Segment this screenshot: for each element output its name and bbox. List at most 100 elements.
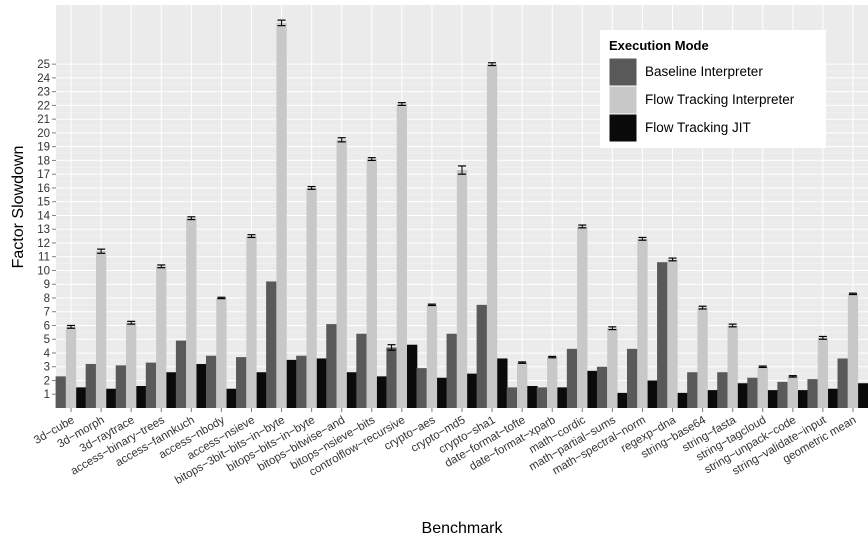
bar-flow-tracking-interpreter — [516, 362, 528, 408]
bar-baseline-interpreter — [687, 372, 698, 408]
y-tick-label: 17 — [37, 169, 50, 181]
bar-flow-tracking-jit — [617, 392, 628, 408]
bar-flow-tracking-interpreter — [577, 226, 588, 408]
bar-flow-tracking-interpreter — [396, 104, 408, 409]
bar-baseline-interpreter — [626, 348, 638, 408]
y-axis-title: Factor Slowdown — [10, 146, 27, 269]
bar-flow-tracking-jit — [76, 387, 87, 408]
bar-baseline-interpreter — [506, 387, 517, 408]
bar-flow-tracking-jit — [707, 390, 719, 408]
bar-baseline-interpreter — [145, 362, 157, 408]
legend-label: Flow Tracking Interpreter — [645, 92, 795, 107]
bar-baseline-interpreter — [356, 333, 367, 408]
bar-baseline-interpreter — [115, 365, 127, 408]
legend-label: Baseline Interpreter — [645, 64, 763, 79]
bar-baseline-interpreter — [175, 340, 187, 408]
bar-flow-tracking-jit — [858, 383, 868, 408]
legend-swatch — [608, 57, 638, 87]
bar-baseline-interpreter — [236, 357, 247, 408]
bar-flow-tracking-jit — [226, 388, 237, 408]
bar-flow-tracking-interpreter — [276, 22, 287, 408]
legend-background — [600, 30, 826, 148]
y-tick-label: 19 — [37, 142, 50, 154]
bar-flow-tracking-jit — [557, 387, 568, 408]
bar-flow-tracking-jit — [256, 372, 267, 408]
bar-flow-tracking-interpreter — [697, 307, 708, 408]
bar-flow-tracking-jit — [316, 358, 328, 408]
bar-flow-tracking-jit — [828, 388, 839, 408]
bar-flow-tracking-jit — [407, 344, 418, 408]
bar-baseline-interpreter — [205, 355, 217, 408]
legend: Execution Mode Baseline Interpreter Flow … — [600, 30, 826, 148]
y-tick-label: 13 — [37, 224, 50, 236]
bar-baseline-interpreter — [326, 324, 337, 408]
bar-baseline-interpreter — [596, 366, 608, 408]
bar-baseline-interpreter — [747, 377, 758, 408]
bar-baseline-interpreter — [807, 379, 818, 408]
y-tick-label: 11 — [38, 252, 50, 264]
y-tick-label: 10 — [37, 265, 50, 277]
bar-flow-tracking-jit — [527, 385, 538, 408]
bar-flow-tracking-interpreter — [426, 304, 438, 408]
y-tick-label: 2 — [44, 375, 50, 387]
legend-label: Flow Tracking JIT — [645, 120, 751, 135]
bar-flow-tracking-interpreter — [456, 170, 468, 408]
bar-baseline-interpreter — [476, 304, 487, 408]
bar-flow-tracking-interpreter — [727, 325, 738, 408]
bar-flow-tracking-jit — [467, 373, 478, 408]
bar-flow-tracking-jit — [166, 372, 177, 408]
bar-flow-tracking-interpreter — [847, 293, 859, 408]
bar-flow-tracking-jit — [376, 376, 388, 408]
bar-baseline-interpreter — [416, 368, 427, 408]
bar-flow-tracking-interpreter — [336, 139, 347, 408]
y-tick-label: 1 — [44, 389, 50, 401]
bar-flow-tracking-jit — [437, 377, 448, 408]
y-tick-label: 23 — [37, 87, 50, 99]
bar-baseline-interpreter — [777, 381, 788, 408]
bar-baseline-interpreter — [266, 281, 277, 408]
bar-flow-tracking-jit — [587, 370, 598, 408]
bar-flow-tracking-interpreter — [366, 159, 377, 408]
bar-flow-tracking-jit — [647, 380, 658, 408]
error-bars — [67, 19, 857, 378]
y-tick-label: 20 — [37, 128, 50, 140]
bar-flow-tracking-jit — [737, 383, 749, 408]
bar-flow-tracking-jit — [497, 358, 508, 408]
y-tick-label: 14 — [37, 210, 50, 222]
bar-flow-tracking-interpreter — [95, 251, 107, 408]
bar-flow-tracking-interpreter — [787, 376, 798, 408]
bar-flow-tracking-jit — [106, 388, 117, 408]
x-axis-ticks: 3d−cube3d−morph3d−raytraceaccess−binary−… — [32, 408, 858, 487]
y-tick-label: 6 — [44, 320, 50, 332]
y-tick-label: 4 — [44, 348, 51, 360]
y-tick-label: 25 — [37, 59, 50, 71]
bar-baseline-interpreter — [446, 333, 457, 408]
bar-flow-tracking-interpreter — [486, 64, 498, 408]
bar-flow-tracking-interpreter — [547, 357, 558, 408]
legend-swatch — [608, 113, 638, 143]
y-tick-label: 22 — [37, 100, 50, 112]
bar-flow-tracking-interpreter — [65, 326, 77, 408]
bar-flow-tracking-jit — [346, 372, 358, 408]
y-tick-label: 12 — [37, 238, 50, 250]
bar-flow-tracking-interpreter — [607, 328, 618, 408]
bar-flow-tracking-jit — [767, 390, 779, 408]
y-tick-label: 21 — [37, 114, 50, 126]
bar-baseline-interpreter — [85, 363, 96, 408]
bar-baseline-interpreter — [717, 372, 728, 408]
y-tick-label: 8 — [44, 293, 50, 305]
y-tick-label: 9 — [44, 279, 50, 291]
bar-baseline-interpreter — [536, 387, 548, 408]
y-axis-ticks: 1234567891011121314151617181920212223242… — [37, 59, 56, 401]
bar-flow-tracking-interpreter — [126, 322, 137, 408]
y-tick-label: 5 — [44, 334, 50, 346]
bars — [55, 22, 868, 409]
y-tick-label: 18 — [37, 155, 50, 167]
bar-flow-tracking-jit — [797, 390, 809, 408]
legend-title: Execution Mode — [609, 38, 709, 53]
bar-flow-tracking-interpreter — [667, 259, 678, 408]
bar-flow-tracking-interpreter — [306, 187, 317, 408]
x-axis-title: Benchmark — [422, 520, 504, 537]
bar-baseline-interpreter — [386, 347, 397, 408]
